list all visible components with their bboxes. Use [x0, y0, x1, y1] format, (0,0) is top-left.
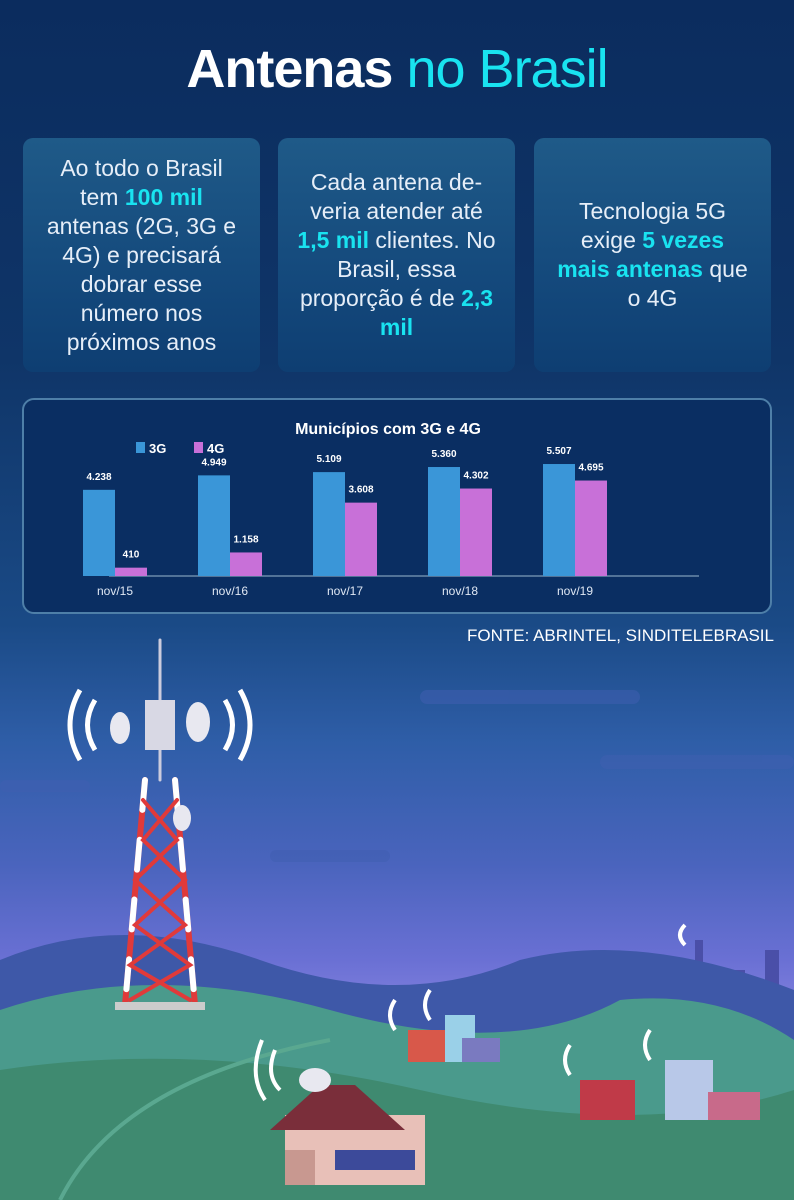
page-title: Antenas no Brasil: [0, 38, 794, 100]
card-text: Cada antena de-veria atender até: [310, 169, 483, 224]
legend-label-3G: 3G: [149, 441, 166, 456]
bar-4G-nov/19: [575, 480, 607, 576]
bar-4G-nov/17: [345, 502, 377, 576]
title-bold: Antenas: [186, 39, 393, 99]
bar-3G-nov/19: [543, 464, 575, 576]
data-label: 410: [123, 550, 140, 561]
legend-swatch-4G: [194, 442, 203, 453]
house-icon: [253, 1039, 425, 1185]
bar-3G-nov/15: [83, 489, 115, 576]
card-text: Ao todo o Brasil tem: [60, 154, 223, 210]
bar-4G-nov/16: [230, 552, 262, 576]
data-label: 1.158: [233, 534, 258, 545]
x-tick-label: nov/15: [97, 584, 133, 598]
info-card-antennas: Ao todo o Brasil tem 100 mil antenas (2G…: [23, 138, 260, 372]
bar-3G-nov/17: [313, 472, 345, 576]
card-text: que o 4G: [627, 256, 748, 311]
x-tick-label: nov/17: [327, 584, 363, 598]
bar-4G-nov/18: [460, 488, 492, 576]
road: [58, 1038, 331, 1200]
data-label: 4.302: [463, 471, 488, 482]
clouds: [0, 690, 794, 862]
legend-label-4G: 4G: [207, 441, 224, 456]
data-label: 5.507: [546, 446, 571, 457]
cell-tower-icon: [110, 638, 210, 1010]
x-tick-label: nov/19: [557, 584, 593, 598]
card-highlight: 100 mil: [124, 183, 203, 210]
data-label: 4.238: [86, 472, 111, 483]
data-label: 4.695: [578, 463, 603, 474]
card-highlight: 1,5 mil: [297, 227, 370, 253]
chart-title: Municípios com 3G e 4G: [295, 421, 481, 438]
card-highlight: 5 vezes mais antenas: [557, 227, 725, 282]
buildings-icon: [388, 923, 760, 1120]
bar-chart: Municípios com 3G e 4G 3G 4G 4.238 410 nov/1…: [83, 421, 699, 598]
source-note: FONTE: ABRINTEL, SINDITELEBRASIL: [466, 626, 774, 645]
x-tick-label: nov/16: [212, 584, 248, 598]
data-label: 5.109: [316, 454, 341, 465]
x-tick-label: nov/18: [442, 584, 478, 598]
bar-3G-nov/16: [198, 475, 230, 576]
legend-swatch-3G: [136, 442, 145, 453]
info-card-5g: Tecnologia 5G exige 5 vezes mais antenas…: [534, 138, 771, 372]
bar-3G-nov/18: [428, 467, 460, 576]
card-highlight: 2,3 mil: [379, 285, 494, 340]
wifi-signal-icon: [67, 688, 253, 762]
card-text: Tecnologia 5G exige: [578, 198, 727, 253]
card-text: antenas (2G, 3G e 4G) e precisará dobrar…: [46, 212, 237, 355]
card-text: clientes. No Brasil, essa proporção é de: [299, 227, 496, 311]
data-label: 4.949: [201, 457, 226, 468]
info-card-clients: Cada antena de-veria atender até 1,5 mil…: [278, 138, 515, 372]
bar-4G-nov/15: [115, 567, 147, 576]
title-accent: no Brasil: [406, 39, 608, 99]
data-label: 3.608: [348, 485, 373, 496]
chart-panel: Municípios com 3G e 4G 3G 4G 4.238 410 nov/1…: [22, 398, 772, 614]
data-label: 5.360: [431, 449, 456, 460]
